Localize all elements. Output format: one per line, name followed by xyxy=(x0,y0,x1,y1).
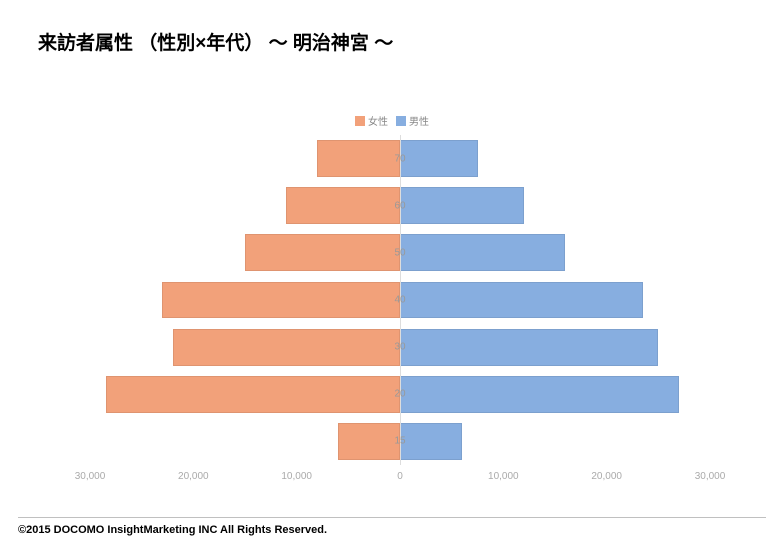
x-tick-label: 10,000 xyxy=(488,471,519,482)
category-label: 70 xyxy=(388,153,412,164)
legend: 女性 男性 xyxy=(355,113,429,128)
x-tick-label: 0 xyxy=(397,471,403,482)
category-label: 15 xyxy=(388,436,412,447)
bar-female xyxy=(106,376,401,413)
legend-label-female: 女性 xyxy=(368,113,388,128)
x-tick-label: 20,000 xyxy=(178,471,209,482)
category-label: 30 xyxy=(388,342,412,353)
category-label: 40 xyxy=(388,294,412,305)
bar-male xyxy=(400,187,524,224)
bar-male xyxy=(400,282,643,319)
chart-plot-area: 70605040302015 30,00020,00010,000010,000… xyxy=(90,135,710,465)
bar-female xyxy=(173,329,400,366)
bar-male xyxy=(400,234,565,271)
legend-label-male: 男性 xyxy=(409,113,429,128)
footer: ©2015 DOCOMO InsightMarketing INC All Ri… xyxy=(0,507,784,544)
footer-copyright: ©2015 DOCOMO InsightMarketing INC All Ri… xyxy=(18,524,766,536)
bar-female xyxy=(286,187,400,224)
legend-swatch-female xyxy=(355,116,365,126)
x-axis: 30,00020,00010,000010,00020,00030,000 xyxy=(90,465,710,485)
footer-divider xyxy=(18,517,766,518)
page-title: 来訪者属性 （性別×年代） ～ 明治神宮 ～ xyxy=(38,28,393,55)
bar-female xyxy=(245,234,400,271)
category-label: 50 xyxy=(388,247,412,258)
x-tick-label: 30,000 xyxy=(75,471,106,482)
x-tick-label: 30,000 xyxy=(695,471,726,482)
legend-item-male: 男性 xyxy=(396,113,429,128)
category-label: 60 xyxy=(388,200,412,211)
x-tick-label: 20,000 xyxy=(591,471,622,482)
category-label: 20 xyxy=(388,389,412,400)
bar-male xyxy=(400,329,658,366)
bar-male xyxy=(400,376,679,413)
bar-female xyxy=(162,282,400,319)
legend-swatch-male xyxy=(396,116,406,126)
x-tick-label: 10,000 xyxy=(281,471,312,482)
legend-item-female: 女性 xyxy=(355,113,388,128)
